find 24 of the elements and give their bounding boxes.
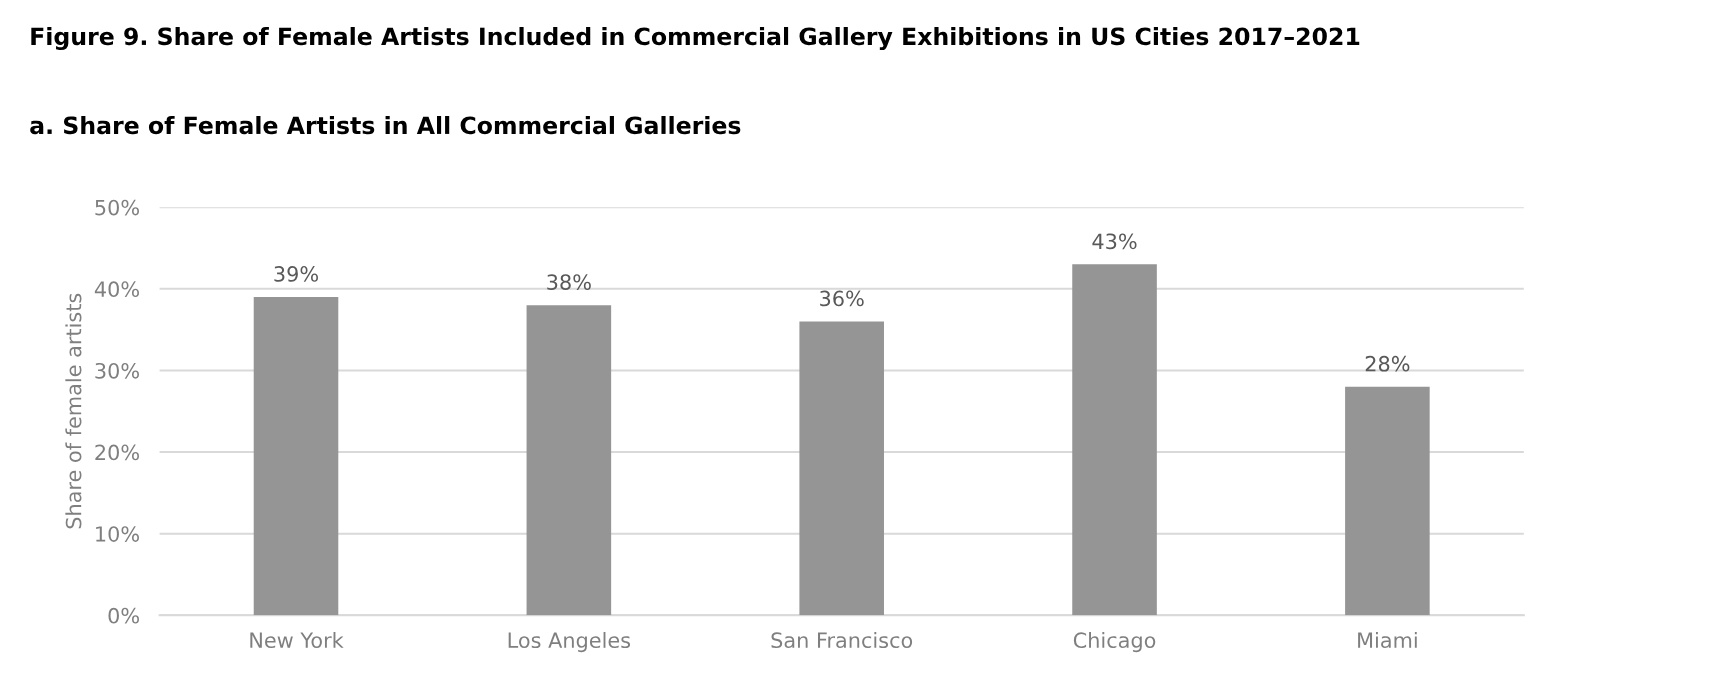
data-label: 36% (820, 290, 864, 307)
y-tick-label: 0% (108, 607, 139, 624)
y-tick-label: 10% (96, 526, 139, 542)
y-axis-title: Share of female artists (65, 293, 82, 529)
y-tick-label: 20% (95, 444, 139, 461)
y-tick-label: 40% (94, 281, 139, 298)
bar (526, 305, 612, 616)
data-label: 39% (274, 266, 319, 282)
data-label: 38% (547, 274, 591, 290)
chart-subtitle: a. Share of Female Artists in All Commercial Galleries (30, 115, 741, 135)
bar (1072, 264, 1157, 616)
y-tick-label: 30% (95, 362, 139, 379)
y-tick-label: 50% (95, 199, 139, 216)
x-tick-label: Chicago (1073, 631, 1156, 653)
bar (1345, 386, 1430, 616)
x-tick-label: San Francisco (771, 631, 913, 649)
x-tick-label: Miami (1358, 631, 1417, 649)
bar (253, 296, 339, 616)
bar (799, 321, 884, 616)
x-tick-label: New York (250, 631, 344, 649)
data-label: 28% (1365, 355, 1410, 372)
chart-title: Figure 9. Share of Female Artists Included in Commercial Gallery Exhibitions in US Cities 2017–2021 (31, 26, 1360, 51)
data-label: 43% (1092, 233, 1137, 250)
x-tick-label: Los Angeles (508, 631, 631, 653)
